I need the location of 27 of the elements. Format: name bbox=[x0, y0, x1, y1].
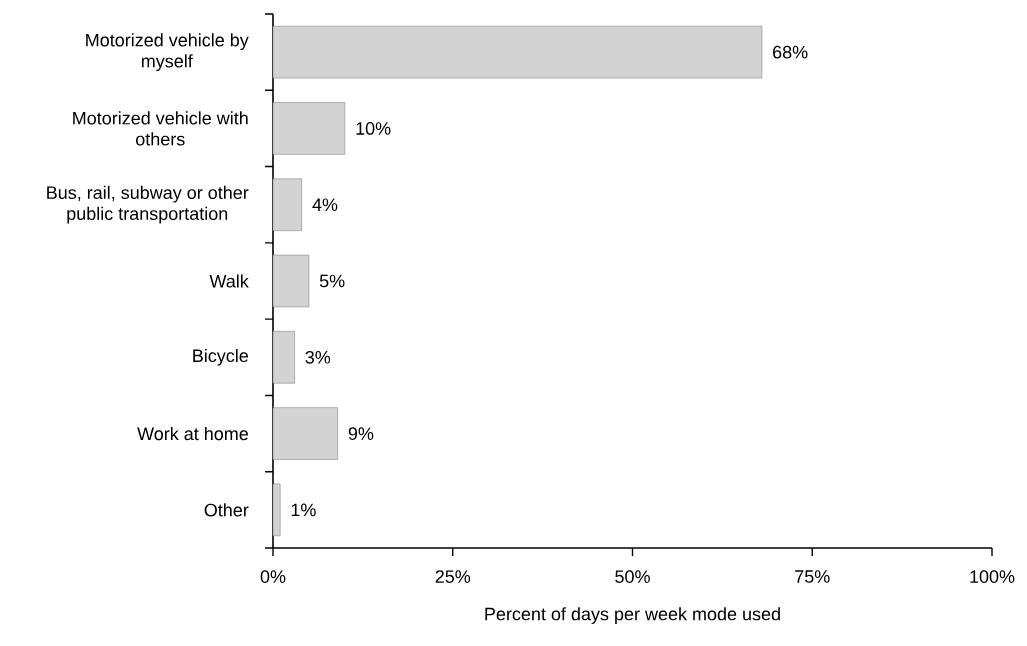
bar bbox=[272, 483, 281, 537]
y-tick-label: Work at home bbox=[137, 426, 248, 441]
data-label: 10% bbox=[356, 122, 391, 135]
y-tick-label: Other bbox=[204, 503, 249, 517]
bar bbox=[272, 331, 295, 384]
x-tick-label: 0% bbox=[260, 570, 286, 583]
bar bbox=[272, 102, 346, 155]
data-label: 3% bbox=[305, 350, 331, 364]
data-label: 5% bbox=[319, 274, 345, 288]
bar bbox=[272, 25, 763, 79]
x-tick-label: 100% bbox=[970, 570, 1015, 583]
x-tick-label: 25% bbox=[435, 570, 471, 583]
bar bbox=[272, 407, 338, 460]
y-tick-label: Bicycle bbox=[193, 348, 248, 366]
x-axis-title: Percent of days per week mode used bbox=[485, 607, 780, 624]
x-tick-label: 50% bbox=[615, 570, 650, 583]
bar bbox=[272, 254, 310, 308]
y-tick-label: Motorized vehicle with others bbox=[73, 111, 248, 146]
bar bbox=[272, 178, 303, 231]
y-tick-label: Bus, rail, subway or other public transportation bbox=[47, 185, 249, 224]
data-label: 1% bbox=[291, 503, 316, 517]
data-label: 4% bbox=[312, 198, 338, 212]
data-label: 68% bbox=[773, 45, 808, 59]
data-label: 9% bbox=[348, 427, 374, 440]
y-tick-label: Walk bbox=[209, 274, 249, 288]
y-tick-label: Motorized vehicle by myself bbox=[86, 33, 249, 72]
x-tick-label: 75% bbox=[795, 570, 830, 583]
